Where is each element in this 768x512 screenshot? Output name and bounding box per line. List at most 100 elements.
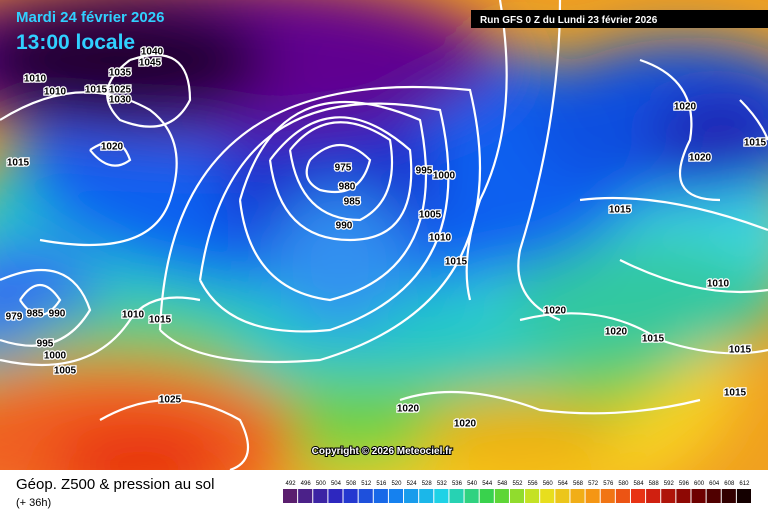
colorbar-label: 536 (452, 481, 463, 487)
isobar-label: 1010 (44, 87, 67, 98)
colorbar-label: 576 (603, 481, 614, 487)
colorbar-cell (706, 489, 721, 503)
map-date: Mardi 24 février 2026 (16, 9, 164, 26)
colorbar-label: 528 (422, 481, 433, 487)
isobar-label: 1020 (689, 153, 712, 164)
isobar-label: 1030 (109, 95, 132, 106)
isobar-label: 1020 (101, 142, 124, 153)
isobar-label: 1025 (159, 395, 182, 406)
colorbar-cell (509, 489, 525, 503)
colorbar-label: 556 (528, 481, 539, 487)
isobar-label: 1040 (141, 47, 164, 58)
colorbar-cell (343, 489, 358, 503)
isobar-label: 1005 (419, 210, 442, 221)
colorbar-cell (449, 489, 464, 503)
colorbar-label: 492 (286, 481, 297, 487)
isobar-label: 1010 (122, 310, 145, 321)
isobar-label: 1020 (674, 102, 697, 113)
colorbar-label: 504 (331, 481, 342, 487)
isobar-label: 1015 (609, 205, 632, 216)
isobar-label: 1000 (433, 171, 456, 182)
colorbar-label: 512 (361, 481, 372, 487)
isobar-label: 1000 (44, 351, 67, 362)
colorbar-cell (676, 489, 691, 503)
colorbar-label: 564 (558, 481, 569, 487)
colorbar-cell (721, 489, 736, 503)
isobar-label: 1015 (7, 158, 30, 169)
colorbar-cell (540, 489, 555, 503)
colorbar-label: 596 (679, 481, 690, 487)
isobar-label: 1020 (544, 306, 567, 317)
colorbar-cell (419, 489, 434, 503)
isobar-label: 1015 (85, 85, 108, 96)
colorbar-cell (646, 489, 661, 503)
colorbar-label: 600 (694, 481, 705, 487)
colorbar-label: 572 (588, 481, 599, 487)
colorbar-cell (464, 489, 479, 503)
colorbar-label: 524 (407, 481, 418, 487)
colorbar-label: 592 (664, 481, 675, 487)
colorbar-label: 552 (512, 481, 523, 487)
map-time: 13:00 locale (16, 31, 135, 54)
colorbar-cell (736, 489, 751, 503)
colorbar-cell (388, 489, 404, 503)
colorbar-label: 584 (634, 481, 645, 487)
colorbar-label: 588 (649, 481, 660, 487)
colorbar-cell (661, 489, 676, 503)
colorbar-cell (373, 489, 388, 503)
colorbar-label: 544 (482, 481, 493, 487)
colorbar-cell (570, 489, 585, 503)
colorbar-cell (479, 489, 494, 503)
colorbar-cell (283, 489, 298, 503)
isobar-label: 1015 (724, 388, 747, 399)
isobar-label: 1010 (429, 233, 452, 244)
isobar-label: 1025 (109, 85, 132, 96)
isobar-label: 1020 (454, 419, 477, 430)
isobar-label: 985 (27, 309, 44, 320)
isobar-label: 990 (49, 309, 66, 320)
isobar-label: 979 (6, 312, 23, 323)
isobar-label: 1045 (139, 58, 162, 69)
colorbar-cell (555, 489, 570, 503)
isobar-label: 975 (335, 163, 352, 174)
isobar-label: 1010 (24, 74, 47, 85)
colorbar-cell (600, 489, 615, 503)
colorbar-label: 496 (301, 481, 312, 487)
colorbar-cell (434, 489, 449, 503)
legend-title: Géop. Z500 & pression au sol (16, 476, 214, 493)
copyright: Copyright © 2026 Meteociel.fr (312, 446, 453, 457)
colorbar-cell (328, 489, 343, 503)
isobar-label: 1010 (707, 279, 730, 290)
colorbar-label: 508 (346, 481, 357, 487)
colorbar-label: 608 (724, 481, 735, 487)
colorbar-cell (313, 489, 328, 503)
isobar-label: 1035 (109, 68, 132, 79)
colorbar-cell (615, 489, 630, 503)
isobar-label: 980 (339, 182, 356, 193)
colorbar-label: 540 (467, 481, 478, 487)
run-info: Run GFS 0 Z du Lundi 23 février 2026 (480, 15, 658, 26)
isobar-label: 1015 (445, 257, 468, 268)
colorbar-cell (494, 489, 509, 503)
isobar-label: 1005 (54, 366, 77, 377)
isobar-label: 1015 (149, 315, 172, 326)
isobar-label: 1020 (605, 327, 628, 338)
isobar-label: 1015 (642, 334, 665, 345)
colorbar-cell (298, 489, 313, 503)
colorbar-cell (358, 489, 373, 503)
colorbar-label: 568 (573, 481, 584, 487)
colorbar-label: 580 (618, 481, 629, 487)
isobar-label: 1015 (744, 138, 767, 149)
colorbar-cell (630, 489, 646, 503)
isobar-lines (0, 0, 768, 415)
colorbar-label: 516 (376, 481, 387, 487)
colorbar-label: 560 (543, 481, 554, 487)
colorbar-label: 612 (739, 481, 750, 487)
isobar-label: 1015 (729, 345, 752, 356)
colorbar-cell (691, 489, 706, 503)
colorbar-cell (404, 489, 419, 503)
colorbar-label: 532 (437, 481, 448, 487)
isobar-label: 990 (336, 221, 353, 232)
